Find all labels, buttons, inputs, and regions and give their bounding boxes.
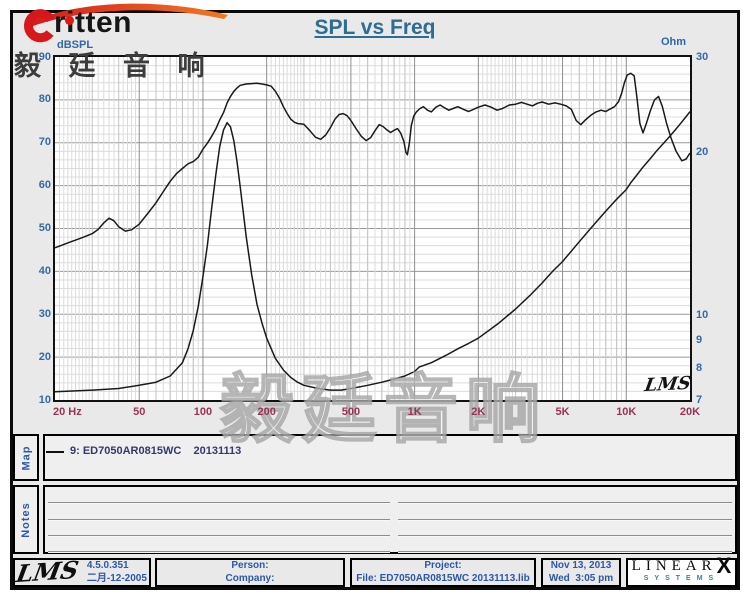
footer-datetime-cell: Nov 13, 2013 Wed 3:05 pm: [541, 558, 621, 587]
linearx-linear-text: LINEAR: [631, 558, 717, 574]
x-tick-label: 100: [193, 406, 213, 418]
x-tick-label: 50: [133, 406, 146, 418]
footer-lms-cell: LMS 4.5.0.351 二月-12-2005: [13, 555, 151, 589]
linearx-systems-text: SYSTEMS: [643, 574, 720, 582]
logo-swirl-e-icon: [23, 9, 55, 43]
curve-impedance: [55, 111, 690, 393]
footer-project-cell: Project: File: ED7050AR0815WC 20131113.l…: [350, 558, 536, 587]
footer-person-cell: Person: Company:: [155, 558, 345, 587]
curve-spl: [55, 72, 690, 249]
y-left-tick-label: 90: [38, 50, 51, 63]
y-left-tick-label: 20: [38, 350, 51, 363]
linearx-x-icon: X: [716, 553, 732, 578]
note-line: [398, 502, 732, 503]
map-content-cell: [43, 434, 737, 481]
x-tick-label: 20K: [679, 406, 701, 418]
logo-arc: [30, 3, 228, 26]
y-left-tick-label: 40: [38, 264, 51, 277]
legend-text: 9: ED7050AR0815WC 20131113: [70, 445, 242, 457]
map-label-cell: Map: [13, 434, 39, 481]
y-left-tick-label: 10: [38, 393, 51, 406]
footer-time: Wed 3:05 pm: [548, 572, 614, 584]
y-right-tick-label: 7: [696, 393, 703, 406]
brand-tagline-chinese: 毅 廷 音 响: [14, 51, 215, 81]
lms-logo: LMS: [14, 555, 82, 589]
note-line: [398, 551, 732, 552]
spl-impedance-chart: [55, 57, 690, 400]
plot-area: [53, 55, 692, 402]
notes-label: Notes: [20, 501, 32, 538]
note-line: [48, 502, 390, 503]
x-tick-label: 1K: [407, 406, 422, 418]
footer-date: Nov 13, 2013: [550, 560, 612, 571]
lms-chart-logo: LMS: [643, 372, 693, 397]
note-line: [398, 535, 732, 536]
y-right-tick-label: 30: [696, 50, 709, 63]
y-left-axis-label: dBSPL: [57, 39, 94, 51]
x-tick-label: 2K: [471, 406, 486, 418]
note-line: [48, 551, 390, 552]
person-label: Person:: [231, 560, 269, 571]
y-left-tick-label: 30: [38, 307, 51, 320]
y-left-tick-label: 60: [38, 179, 51, 192]
project-label: Project:: [424, 560, 462, 571]
note-line: [48, 519, 390, 520]
x-tick-label: 10K: [616, 406, 637, 418]
y-right-tick-label: 9: [696, 334, 703, 347]
y-left-tick-label: 50: [38, 222, 51, 234]
company-label: Company:: [225, 572, 275, 584]
y-right-axis-label: Ohm: [661, 36, 687, 48]
x-tick-label: 500: [341, 406, 361, 418]
lms-date: 二月-12-2005: [86, 572, 147, 584]
watermark-text: 毅廷音响: [219, 367, 548, 452]
x-tick-label: 5K: [555, 406, 570, 418]
map-label: Map: [20, 445, 32, 470]
y-right-tick-label: 8: [696, 362, 703, 375]
note-line: [398, 519, 732, 520]
brand-logo-icon: [23, 3, 228, 43]
y-left-tick-label: 70: [38, 136, 51, 149]
footer-linearx-cell: LINEAR X SYSTEMS: [626, 553, 737, 587]
brand-i-dot-icon: [65, 16, 74, 25]
lms-version: 4.5.0.351: [86, 560, 129, 571]
y-right-tick-label: 10: [696, 309, 709, 322]
y-left-tick-label: 80: [38, 93, 51, 106]
page-title: SPL vs Freq: [314, 16, 436, 39]
legend-line-sample: [46, 451, 64, 453]
notes-label-cell: Notes: [13, 485, 39, 554]
x-tick-label: 20 Hz: [53, 406, 82, 418]
file-label: File: ED7050AR0815WC 20131113.lib: [356, 572, 530, 584]
y-right-tick-label: 20: [696, 146, 709, 159]
x-tick-label: 200: [257, 406, 276, 418]
note-line: [48, 535, 390, 536]
linearx-logo: LINEAR X: [631, 553, 732, 578]
